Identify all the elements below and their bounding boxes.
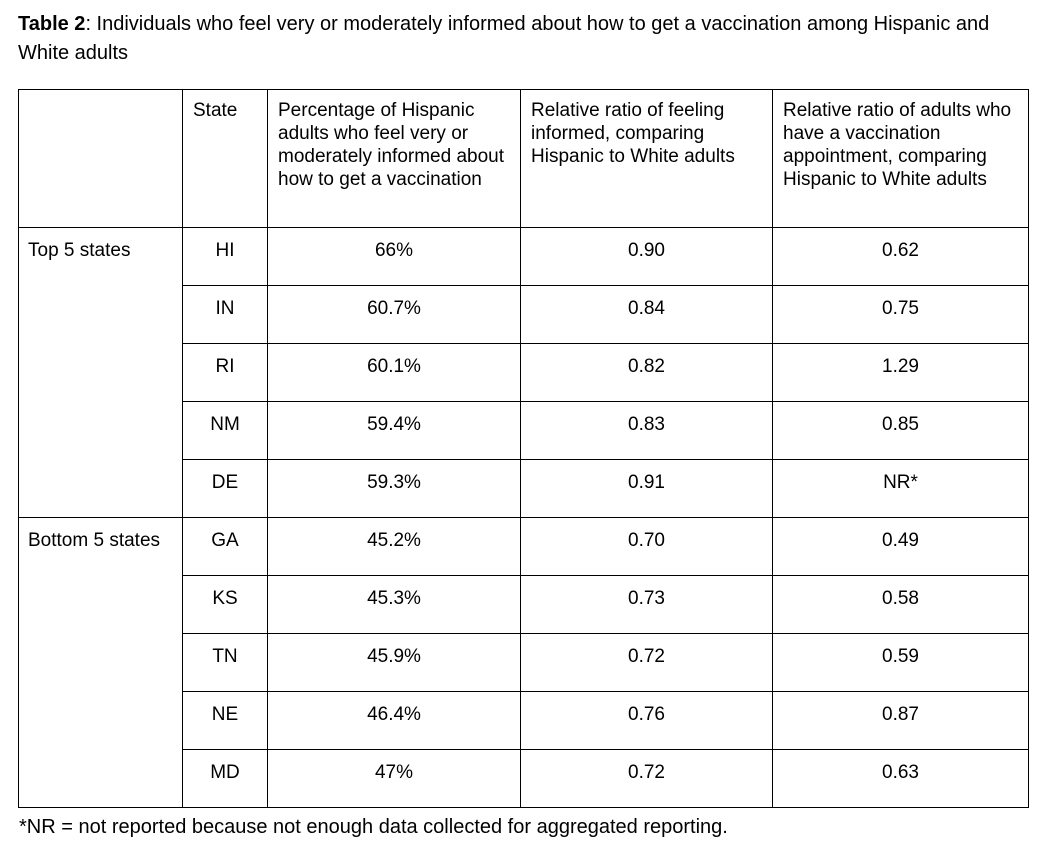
table-title-text: : Individuals who feel very or moderatel… — [18, 13, 990, 64]
cell-state: MD — [182, 749, 268, 808]
table-row: IN 60.7% 0.84 0.75 — [19, 285, 1029, 344]
cell-percentage: 45.3% — [267, 575, 521, 634]
table-row: NE 46.4% 0.76 0.87 — [19, 691, 1029, 750]
cell-ratio-informed: 0.70 — [520, 517, 773, 576]
cell-ratio-appointment: 0.75 — [772, 285, 1029, 344]
document-page: Table 2: Individuals who feel very or mo… — [18, 10, 1029, 838]
table-header-row: State Percentage of Hispanic adults who … — [18, 89, 1029, 228]
table-footnote: *NR = not reported because not enough da… — [19, 816, 728, 838]
cell-ratio-appointment: 0.85 — [772, 401, 1029, 460]
table-row: Bottom 5 states GA 45.2% 0.70 0.49 — [18, 517, 1029, 808]
header-state: State — [182, 89, 268, 228]
table-row: DE 59.3% 0.91 NR* — [19, 459, 1029, 518]
table-row: NM 59.4% 0.83 0.85 — [19, 401, 1029, 460]
header-ratio-appointment: Relative ratio of adults who have a vacc… — [772, 89, 1029, 228]
cell-ratio-informed: 0.91 — [520, 459, 773, 518]
cell-state: DE — [182, 459, 268, 518]
cell-ratio-appointment: 0.58 — [772, 575, 1029, 634]
group-label-bottom5: Bottom 5 states — [18, 517, 183, 808]
cell-ratio-appointment: 0.63 — [772, 749, 1029, 808]
cell-state: KS — [182, 575, 268, 634]
cell-ratio-informed: 0.83 — [520, 401, 773, 460]
cell-ratio-informed: 0.76 — [520, 691, 773, 750]
cell-ratio-appointment: NR* — [772, 459, 1029, 518]
cell-percentage: 45.9% — [267, 633, 521, 692]
cell-ratio-appointment: 0.62 — [772, 227, 1029, 286]
cell-ratio-informed: 0.73 — [520, 575, 773, 634]
informed-vaccination-table: State Percentage of Hispanic adults who … — [18, 89, 1029, 808]
cell-ratio-informed: 0.90 — [520, 227, 773, 286]
cell-ratio-informed: 0.84 — [520, 285, 773, 344]
cell-percentage: 66% — [267, 227, 521, 286]
group-label-top5: Top 5 states — [18, 227, 183, 518]
cell-ratio-appointment: 0.87 — [772, 691, 1029, 750]
cell-state: RI — [182, 343, 268, 402]
cell-state: GA — [182, 517, 268, 576]
cell-ratio-appointment: 0.49 — [772, 517, 1029, 576]
cell-state: IN — [182, 285, 268, 344]
cell-percentage: 60.7% — [267, 285, 521, 344]
cell-percentage: 59.3% — [267, 459, 521, 518]
table-title: Table 2: Individuals who feel very or mo… — [18, 10, 1003, 68]
cell-ratio-appointment: 0.59 — [772, 633, 1029, 692]
cell-ratio-informed: 0.72 — [520, 633, 773, 692]
cell-percentage: 59.4% — [267, 401, 521, 460]
table-row: KS 45.3% 0.73 0.58 — [19, 575, 1029, 634]
table-row: TN 45.9% 0.72 0.59 — [19, 633, 1029, 692]
cell-percentage: 46.4% — [267, 691, 521, 750]
cell-percentage: 45.2% — [267, 517, 521, 576]
cell-ratio-informed: 0.72 — [520, 749, 773, 808]
header-percentage-informed: Percentage of Hispanic adults who feel v… — [267, 89, 521, 228]
cell-ratio-informed: 0.82 — [520, 343, 773, 402]
cell-state: NE — [182, 691, 268, 750]
cell-state: TN — [182, 633, 268, 692]
table-row: MD 47% 0.72 0.63 — [19, 749, 1029, 808]
table-title-label: Table 2 — [18, 13, 86, 35]
cell-ratio-appointment: 1.29 — [772, 343, 1029, 402]
table-row: RI 60.1% 0.82 1.29 — [19, 343, 1029, 402]
table-row: Top 5 states HI 66% 0.90 0.62 — [18, 227, 1029, 518]
cell-state: NM — [182, 401, 268, 460]
cell-state: HI — [182, 227, 268, 286]
header-ratio-informed: Relative ratio of feeling informed, comp… — [520, 89, 773, 228]
header-group — [18, 89, 183, 228]
cell-percentage: 60.1% — [267, 343, 521, 402]
cell-percentage: 47% — [267, 749, 521, 808]
